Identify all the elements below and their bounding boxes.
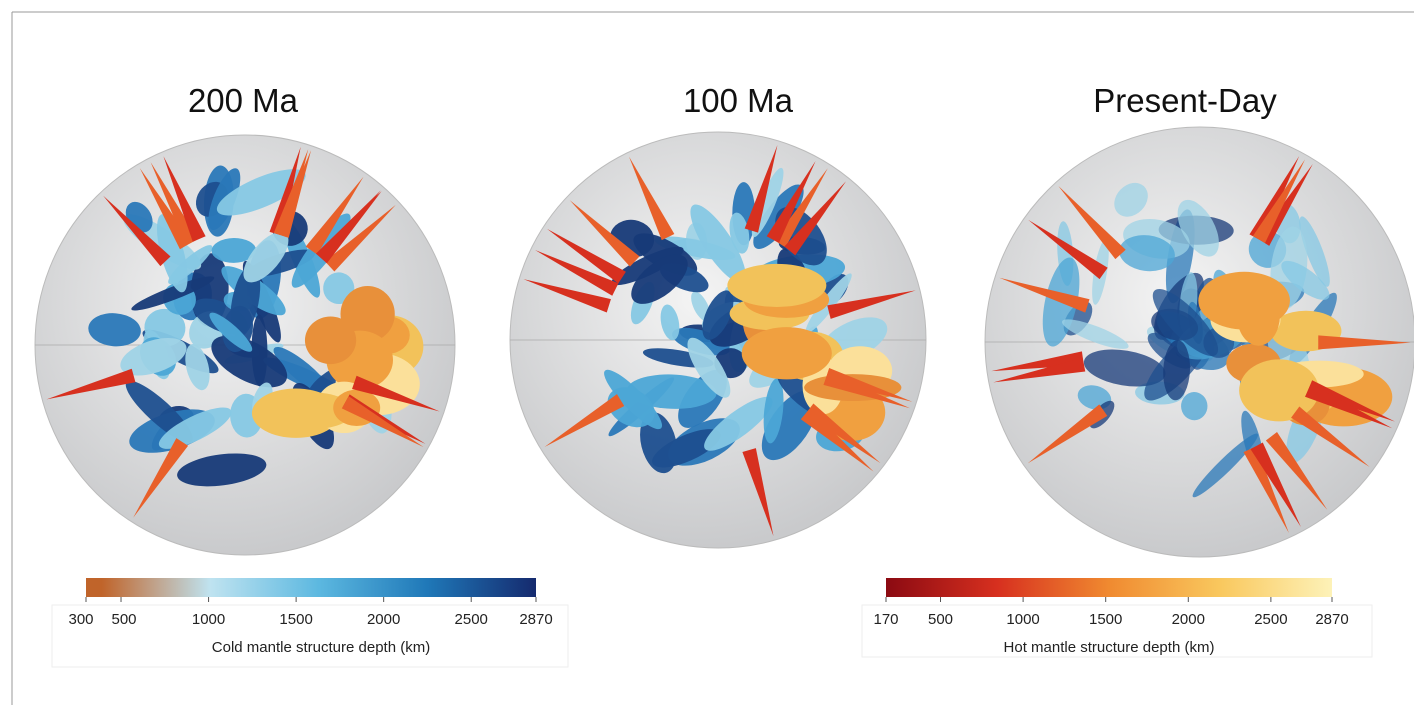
- colorbar-tick-label: 1000: [192, 611, 225, 628]
- hot-structure: [1198, 272, 1290, 330]
- hot-structure: [742, 327, 832, 379]
- colorbar-tick-label: 2000: [1172, 611, 1205, 628]
- colorbar-label: Cold mantle structure depth (km): [212, 639, 430, 656]
- colorbar-tick-label: 2500: [455, 611, 488, 628]
- panel-title: 100 Ma: [683, 82, 794, 119]
- colorbar-tick-label: 1500: [279, 611, 312, 628]
- colorbar-tick-label: 2870: [1315, 611, 1348, 628]
- colorbar-tick-label: 300: [68, 611, 93, 628]
- colorbar-tick-label: 170: [873, 611, 898, 628]
- panel-title: Present-Day: [1093, 82, 1277, 119]
- hot-structure: [305, 317, 356, 365]
- colorbar-tick-label: 500: [928, 611, 953, 628]
- figure: 200 Ma 100 Ma Present-Day 300 500 1000 1500…: [0, 0, 1414, 705]
- globes: [35, 127, 1414, 557]
- hot-structure: [727, 264, 826, 307]
- colorbar-tick-label: 500: [112, 611, 137, 628]
- colorbar-label: Hot mantle structure depth (km): [1004, 639, 1215, 656]
- colorbar-tick-label: 1500: [1089, 611, 1122, 628]
- colorbar-tick-label: 2000: [367, 611, 400, 628]
- colorbar: [86, 578, 536, 597]
- panel-title: 200 Ma: [188, 82, 299, 119]
- colorbar-tick-label: 1000: [1006, 611, 1039, 628]
- colorbar-tick-label: 2500: [1254, 611, 1287, 628]
- hot-structure: [1239, 359, 1319, 421]
- colorbar-tick-label: 2870: [519, 611, 552, 628]
- colorbar: [886, 578, 1332, 597]
